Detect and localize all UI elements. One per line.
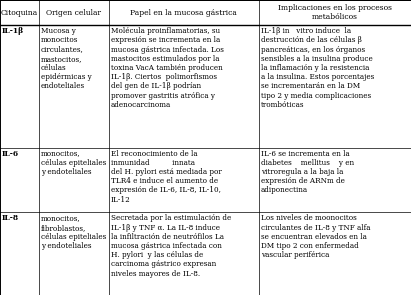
Text: IL-8: IL-8 [2,214,19,222]
Text: Secretada por la estimulación de
IL-1β y TNF α. La IL-8 induce
la infiltración d: Secretada por la estimulación de IL-1β y… [111,214,231,278]
Text: Papel en la mucosa gástrica: Papel en la mucosa gástrica [130,9,238,17]
Text: monocitos,
células epiteliales
y endoteliales: monocitos, células epiteliales y endotel… [41,150,106,176]
Text: Implicaciones en los procesos
metabólicos: Implicaciones en los procesos metabólico… [278,4,392,21]
Text: Molécula proinflamatorias, su
expresión se incrementa en la
mucosa gástrica infe: Molécula proinflamatorias, su expresión … [111,27,224,109]
Text: IL-1β in   vitro induce  la
destrucción de las células β
pancreáticas, en los ór: IL-1β in vitro induce la destrucción de … [261,27,374,109]
Text: Citoquina: Citoquina [1,9,38,17]
Text: IL-6 se incrementa en la
diabetes    mellitus    y en
vitroregula a la baja la
e: IL-6 se incrementa en la diabetes mellit… [261,150,354,194]
Text: IL-1β: IL-1β [2,27,24,35]
Text: Mucosa y
monocitos
circulantes,
mastocitos,
células
epidérmicas y
endoteliales: Mucosa y monocitos circulantes, mastocit… [41,27,91,90]
Text: Los niveles de moonocitos
circulantes de IL-8 y TNF alfa
se encuentran elevados : Los niveles de moonocitos circulantes de… [261,214,370,259]
Text: monocitos,
fibroblastos,
células epiteliales
y endoteliales: monocitos, fibroblastos, células epiteli… [41,214,106,250]
Text: El reconocimiento de la
inmunidad          innata
del H. pylori está mediada por: El reconocimiento de la inmunidad innata… [111,150,221,204]
Text: Origen celular: Origen celular [46,9,102,17]
Text: IL-6: IL-6 [2,150,19,158]
